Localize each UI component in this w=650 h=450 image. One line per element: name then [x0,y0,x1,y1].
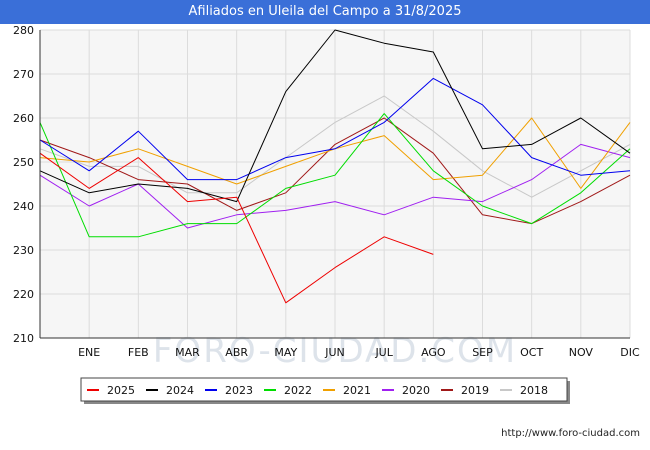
chart-title: Afiliados en Uleila del Campo a 31/8/202… [0,0,650,24]
x-tick-label-ene: ENE [78,346,100,359]
x-tick-label-jul: JUL [374,346,393,359]
series-lines [39,29,631,304]
x-tick-label-jun: JUN [324,346,345,359]
x-tick-label-ago: AGO [421,346,446,359]
series-line-2024 [39,29,631,203]
y-tick-label-210: 210 [13,332,34,345]
series-line-2023 [39,77,631,181]
y-tick-label-270: 270 [13,68,34,81]
x-tick-label-may: MAY [274,346,297,359]
x-tick-label-sep: SEP [472,346,493,359]
y-tick-label-260: 260 [13,112,34,125]
x-tick-label-dic: DIC [620,346,640,359]
legend-label-2018: 2018 [520,384,548,397]
y-tick-label-280: 280 [13,24,34,37]
legend-label-2023: 2023 [225,384,253,397]
legend: 2025 2024 2023 2022 2021 2020 2019 2018 [80,377,570,404]
y-tick-label-220: 220 [13,288,34,301]
source-url: http://www.foro-ciudad.com [501,428,640,439]
legend-label-2020: 2020 [402,384,430,397]
series-line-2018 [39,95,631,198]
x-tick-label-feb: FEB [128,346,149,359]
legend-label-2019: 2019 [461,384,489,397]
legend-label-2024: 2024 [166,384,194,397]
axes: 210 220 230 240 250 260 270 280 ENE FEB MAR ABR MAY J… [13,24,640,359]
x-tick-label-abr: ABR [225,346,248,359]
legend-label-2021: 2021 [343,384,371,397]
series-line-2022 [39,113,631,238]
y-tick-label-250: 250 [13,156,34,169]
x-tick-label-nov: NOV [569,346,594,359]
y-tick-label-230: 230 [13,244,34,257]
x-tick-label-oct: OCT [520,346,543,359]
legend-label-2022: 2022 [284,384,312,397]
legend-label-2025: 2025 [107,384,135,397]
series-line-2025 [39,152,434,304]
x-tick-label-mar: MAR [175,346,200,359]
y-tick-label-240: 240 [13,200,34,213]
